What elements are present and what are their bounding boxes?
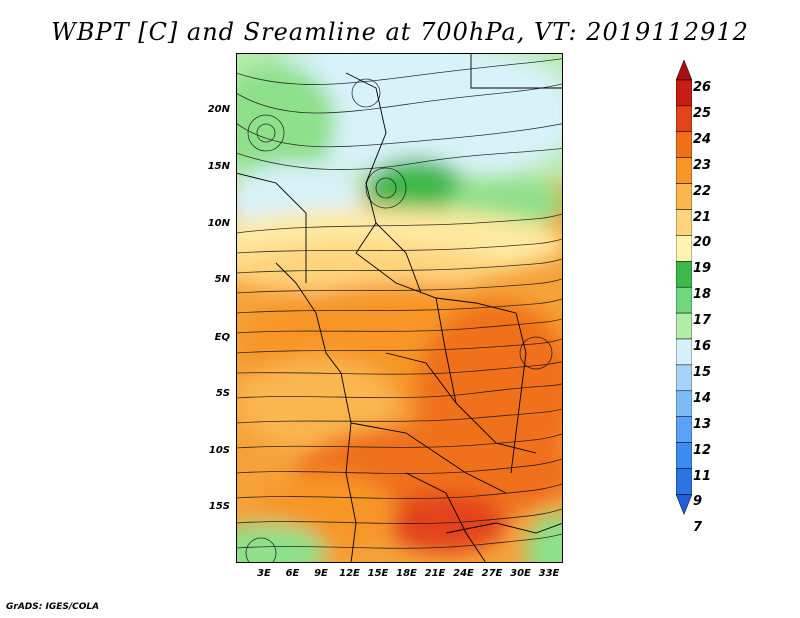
wbpt-shading [236, 53, 563, 563]
colorbar-label: 17 [693, 313, 712, 329]
lon-tick-label: 24E [453, 568, 474, 579]
colorbar-bottom-arrow [676, 494, 692, 516]
colorbar-swatch [676, 183, 692, 210]
lon-tick-label: 12E [339, 568, 360, 579]
colorbar-top-arrow [676, 60, 692, 81]
colorbar-swatch [676, 131, 692, 158]
credit-text: GrADS: IGES/COLA [6, 602, 100, 612]
colorbar-swatch [676, 338, 692, 366]
colorbar-label: 22 [693, 183, 712, 199]
colorbar-swatch [676, 416, 692, 443]
colorbar-swatch [676, 157, 692, 184]
colorbar-label: 19 [693, 261, 712, 277]
colorbar-label: 9 [693, 494, 703, 510]
colorbar-swatch [676, 105, 692, 133]
colorbar-swatch [676, 364, 692, 392]
map-frame [236, 53, 563, 563]
lon-tick-label: 9E [314, 568, 328, 579]
lat-tick-label: 10S [208, 445, 230, 456]
colorbar-swatch [676, 390, 692, 417]
streamlines [236, 58, 563, 563]
colorbar [676, 60, 692, 516]
colorbar-swatch [676, 286, 692, 314]
lat-tick-label: EQ [214, 332, 230, 343]
lat-tick-label: 15S [208, 501, 230, 512]
colorbar-swatch [676, 209, 692, 236]
lat-tick-label: 5N [214, 274, 230, 285]
lon-tick-label: 6E [285, 568, 300, 579]
lon-tick-label: 15E [367, 568, 389, 579]
colorbar-label: 7 [693, 520, 703, 536]
colorbar-label: 26 [693, 80, 712, 95]
colorbar-label: 12 [693, 442, 712, 458]
colorbar-label: 23 [693, 157, 712, 173]
lat-tick-label: 10N [207, 218, 230, 229]
colorbar-swatch [676, 261, 692, 288]
colorbar-label: 14 [693, 390, 712, 406]
weather-map [236, 53, 563, 563]
colorbar-label: 20 [693, 235, 712, 251]
country-borders [236, 53, 563, 563]
colorbar-label: 16 [693, 339, 712, 354]
lon-tick-label: 3E [257, 568, 271, 579]
lat-tick-label: 20N [207, 104, 230, 115]
colorbar-label: 21 [693, 209, 712, 225]
colorbar-swatch [676, 79, 692, 107]
lat-tick-label: 5S [215, 388, 230, 399]
colorbar-swatch [676, 235, 692, 262]
colorbar-swatch [676, 468, 692, 495]
lon-tick-label: 30E [510, 568, 531, 579]
colorbar-label: 25 [693, 105, 712, 121]
lon-tick-label: 33E [538, 568, 560, 579]
lat-tick-label: 15N [207, 161, 230, 172]
lon-tick-label: 27E [481, 568, 503, 579]
colorbar-label: 11 [693, 468, 712, 484]
lon-tick-label: 18E [396, 568, 417, 579]
colorbar-label: 24 [693, 131, 712, 147]
colorbar-swatch [676, 312, 692, 340]
colorbar-label: 15 [693, 364, 712, 380]
colorbar-label: 18 [693, 287, 712, 303]
colorbar-swatch [676, 442, 692, 469]
colorbar-label: 13 [693, 416, 712, 432]
lon-tick-label: 21E [424, 568, 446, 579]
map-title: WBPT [C] and Sreamline at 700hPa, VT: 20… [51, 18, 749, 46]
